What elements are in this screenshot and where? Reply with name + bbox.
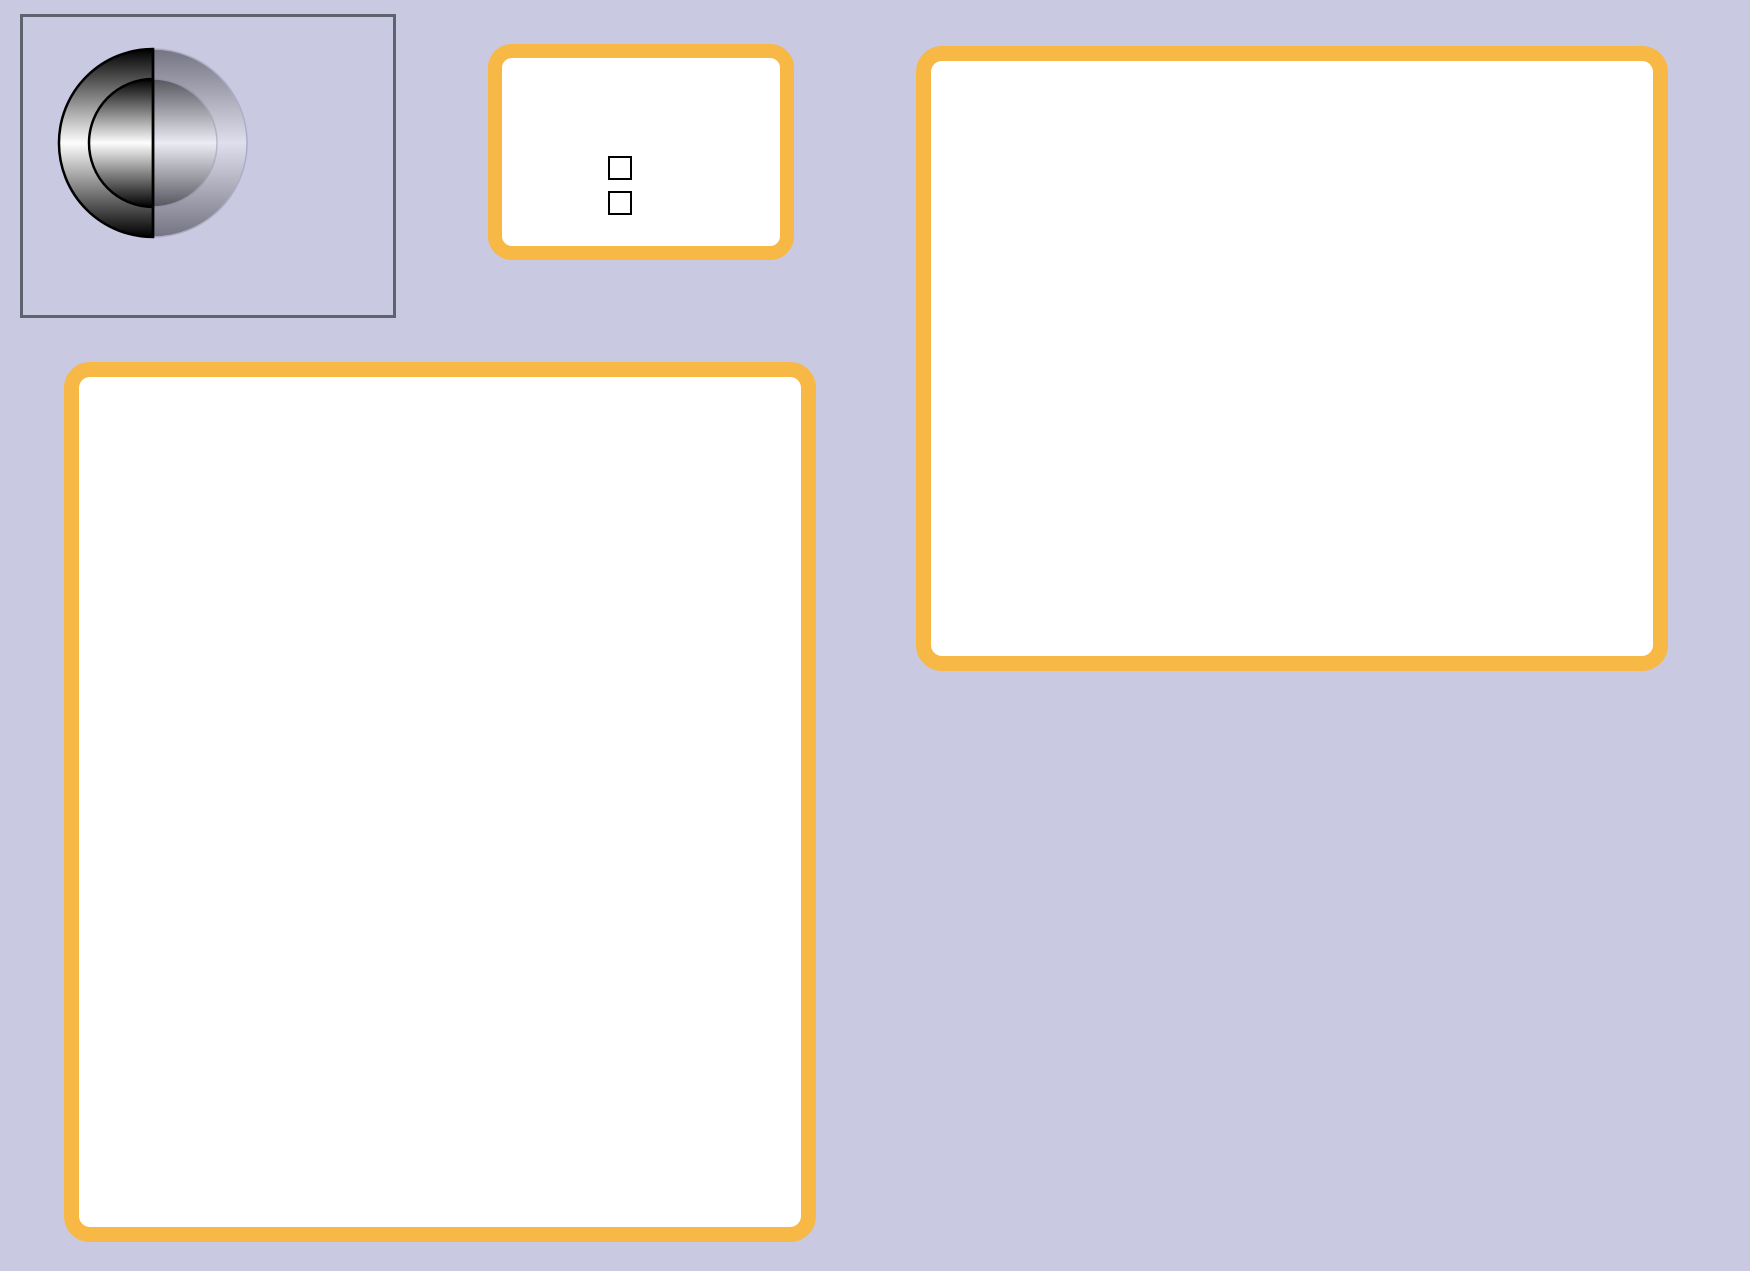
apc-heatmap <box>128 469 752 1075</box>
down-color-swatch <box>608 191 632 215</box>
apc-panel <box>64 362 816 1242</box>
replication-fork-panel <box>916 46 1668 671</box>
ring-legend-inner-right <box>152 78 218 208</box>
replication-fork-heatmap <box>980 135 1604 543</box>
ring-legend-inner-left <box>87 77 155 209</box>
updown-ring-legend-box <box>20 14 396 318</box>
updown-ring-legend-glyph <box>57 47 248 239</box>
up-color-swatch <box>608 156 632 180</box>
figure-bottom-margin <box>0 1271 1750 1279</box>
estrogen-updown-legend-box <box>488 44 794 260</box>
